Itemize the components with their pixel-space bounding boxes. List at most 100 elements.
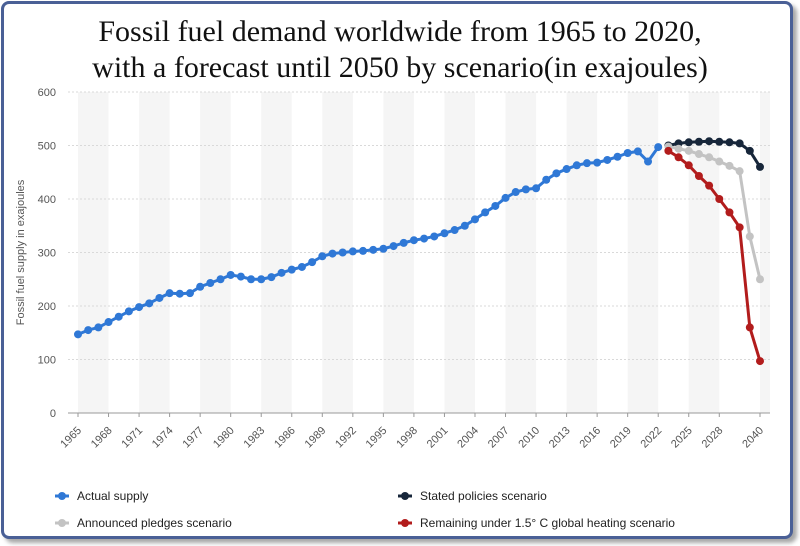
data-point	[715, 137, 724, 146]
x-tick-label: 1983	[242, 425, 268, 451]
y-tick-label: 300	[38, 248, 56, 260]
legend-swatch-point	[58, 492, 66, 500]
data-point	[715, 195, 724, 203]
data-point	[196, 282, 205, 291]
legend-item: Stated policies scenario	[398, 489, 547, 503]
data-point	[582, 159, 591, 168]
data-point	[135, 303, 144, 312]
data-point	[287, 265, 296, 274]
y-axis-title: Fossil fuel supply in exajoules	[15, 179, 27, 325]
data-point	[694, 171, 703, 180]
data-point	[725, 138, 734, 147]
data-point	[745, 232, 754, 241]
data-point	[124, 307, 133, 316]
data-point	[359, 246, 368, 255]
data-point	[369, 245, 378, 254]
data-point	[511, 188, 520, 197]
data-point	[114, 312, 123, 321]
data-point	[674, 153, 683, 162]
series-group	[74, 137, 764, 366]
data-point	[470, 215, 479, 224]
y-axis: 0 100 200 300 400 500 600 Fossil fuel supply in…	[15, 87, 56, 420]
data-point	[694, 137, 703, 146]
legend-label: Remaining under 1.5° C global heating sc…	[420, 516, 675, 530]
data-point	[165, 289, 174, 298]
data-point	[430, 232, 439, 241]
data-point	[94, 323, 103, 332]
x-tick-label: 1998	[394, 425, 420, 451]
series-line	[77, 146, 660, 336]
data-point	[705, 153, 714, 162]
x-tick-label: 1974	[150, 425, 176, 451]
data-point	[664, 146, 673, 155]
data-point	[145, 299, 154, 308]
data-point	[308, 258, 317, 267]
chart-title-line-1: Fossil fuel demand worldwide from 1965 t…	[98, 15, 702, 48]
data-point	[409, 236, 418, 245]
y-tick-label: 0	[50, 408, 56, 420]
series-line	[667, 149, 762, 362]
x-tick-label: 2010	[516, 425, 542, 451]
data-point	[725, 161, 734, 170]
y-tick-label: 100	[38, 355, 56, 367]
data-point	[328, 249, 337, 258]
data-point	[745, 146, 754, 155]
data-point	[684, 146, 693, 155]
data-point	[450, 226, 459, 235]
legend-label: Actual supply	[77, 489, 148, 503]
data-point	[440, 229, 449, 238]
data-point	[481, 208, 490, 217]
chart-title-line-2: with a forecast until 2050 by scenario(i…	[92, 51, 708, 84]
data-point	[491, 201, 500, 210]
data-point	[735, 139, 744, 148]
y-tick-label: 400	[38, 194, 56, 206]
x-tick-label: 2028	[700, 425, 726, 451]
data-point	[756, 162, 764, 171]
data-point	[297, 262, 306, 271]
x-tick-label: 1977	[180, 425, 206, 451]
x-tick-label: 2016	[577, 425, 603, 451]
legend: Actual supply Stated policies scenario Ann…	[55, 489, 675, 530]
series-3	[664, 146, 764, 366]
data-point	[735, 223, 744, 232]
x-tick-label: 2007	[486, 425, 512, 451]
x-tick-label: 1968	[89, 425, 115, 451]
y-tick-label: 200	[38, 301, 56, 313]
data-point	[572, 161, 581, 170]
data-point	[338, 248, 347, 257]
data-point	[277, 268, 286, 277]
x-tick-label: 1965	[58, 425, 84, 451]
data-point	[420, 234, 429, 243]
x-tick-label: 2022	[639, 425, 665, 451]
data-point	[613, 152, 622, 161]
data-point	[257, 275, 266, 284]
y-tick-label: 600	[38, 87, 56, 99]
data-point	[756, 275, 764, 284]
data-point	[603, 155, 612, 164]
data-point	[267, 273, 276, 282]
data-point	[104, 318, 113, 327]
data-point	[715, 157, 724, 166]
data-point	[562, 165, 571, 174]
data-point	[725, 208, 734, 217]
data-point	[542, 175, 551, 184]
data-point	[684, 161, 693, 170]
data-point	[521, 185, 530, 194]
legend-label: Stated policies scenario	[420, 489, 547, 503]
data-point	[745, 323, 754, 332]
data-point	[226, 270, 235, 279]
x-tick-label: 2013	[547, 425, 573, 451]
data-point	[552, 169, 561, 178]
series-2	[664, 142, 764, 284]
x-tick-label: 2025	[669, 425, 695, 451]
data-point	[694, 150, 703, 159]
data-point	[705, 181, 714, 190]
y-tick-label: 500	[38, 141, 56, 153]
legend-item: Remaining under 1.5° C global heating sc…	[398, 516, 675, 530]
series-line	[668, 145, 762, 280]
data-point	[74, 330, 82, 339]
data-point	[399, 238, 408, 247]
data-point	[532, 184, 541, 193]
data-point	[155, 293, 164, 302]
